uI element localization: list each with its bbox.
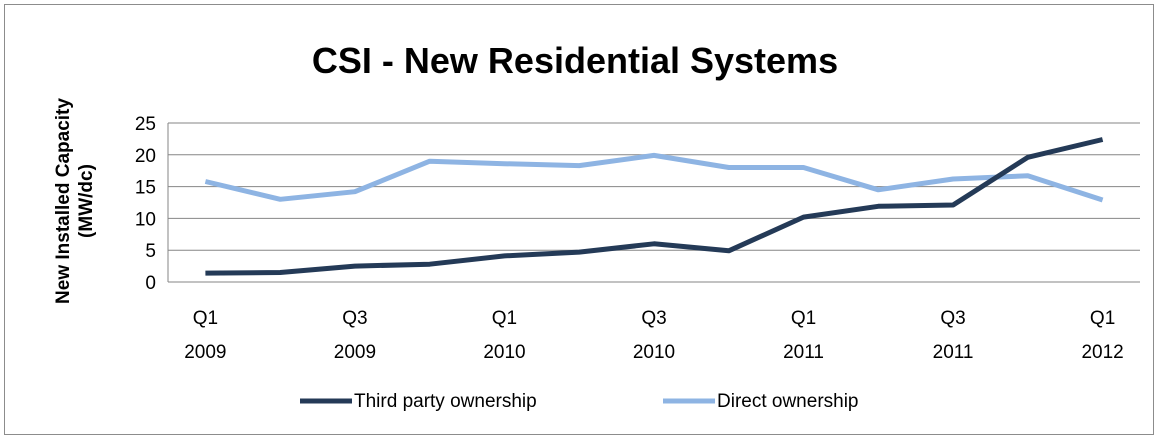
y-tick-labels: 0 5 10 15 20 25 (135, 114, 156, 294)
legend-label: Direct ownership (717, 391, 859, 412)
y-tick-label: 20 (135, 146, 156, 167)
x-tick-label-quarter: Q1 (791, 308, 816, 329)
y-tick-label: 10 (135, 209, 156, 230)
legend: Third party ownership Direct ownership (300, 391, 859, 412)
x-tick-label-quarter: Q3 (940, 308, 965, 329)
x-tick-label-year: 2010 (483, 342, 525, 363)
y-tick-label: 25 (135, 114, 156, 135)
y-axis-label-line1: New Installed Capacity (53, 98, 74, 304)
x-tick-labels: Q1 2009 Q3 2009 Q1 2010 Q3 2010 Q1 2011 Q3 2011 Q1 20… (184, 308, 1124, 363)
x-tick-label-year: 2011 (933, 342, 974, 363)
gridlines (167, 122, 1140, 283)
series-line-direct-ownership (204, 152, 1104, 203)
chart-title: CSI - New Residential Systems (312, 40, 838, 81)
x-tick-label-quarter: Q1 (1090, 308, 1115, 329)
series-lines (204, 137, 1104, 276)
legend-label: Third party ownership (354, 391, 537, 412)
x-tick-label-year: 2012 (1081, 342, 1123, 363)
x-tick-label-quarter: Q1 (492, 308, 517, 329)
y-tick-label: 5 (145, 241, 156, 262)
x-tick-label-year: 2009 (334, 342, 376, 363)
line-chart: CSI - New Residential Systems New Instal… (53, 40, 1140, 412)
x-tick-label-year: 2009 (184, 342, 226, 363)
x-tick-label-quarter: Q3 (342, 308, 367, 329)
series-line-third-party-ownership (205, 137, 1104, 276)
x-tick-label-year: 2010 (633, 342, 675, 363)
x-tick-label-year: 2011 (783, 342, 824, 363)
x-tick-label-quarter: Q3 (641, 308, 666, 329)
y-axis-label-line2: (MW/dc) (76, 164, 97, 238)
y-tick-label: 15 (135, 178, 156, 199)
chart-frame: CSI - New Residential Systems New Instal… (4, 4, 1154, 435)
y-tick-label: 0 (145, 273, 156, 294)
x-tick-label-quarter: Q1 (193, 308, 218, 329)
